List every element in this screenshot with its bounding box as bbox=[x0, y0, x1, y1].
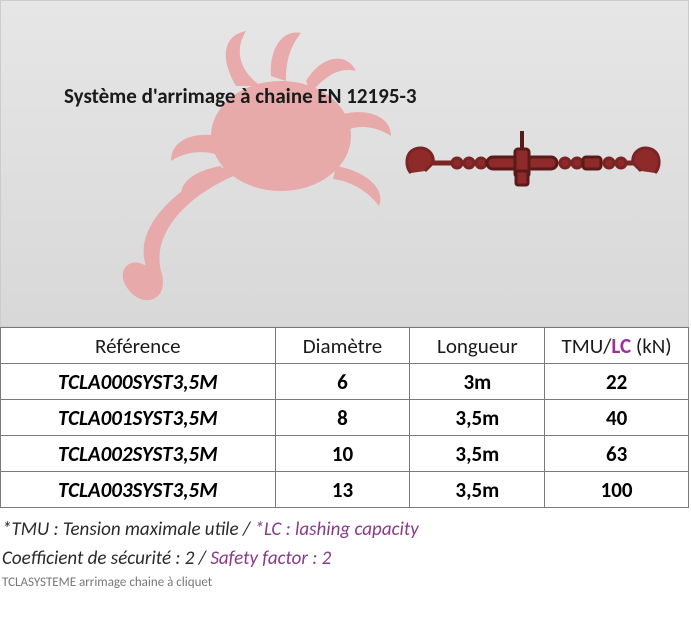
product-title: Système d'arrimage à chaine EN 12195-3 bbox=[64, 83, 417, 109]
cell-tmu: 40 bbox=[545, 400, 689, 436]
tmu-prefix: TMU/ bbox=[562, 333, 612, 359]
tmu-suffix: (kN) bbox=[631, 333, 672, 359]
footnote-tmu-fr: *TMU : Tension maximale utile / bbox=[2, 518, 255, 541]
cell-reference: TCLA000SYST3,5M bbox=[1, 364, 276, 400]
hero-panel: Système d'arrimage à chaine EN 12195-3 bbox=[0, 0, 689, 327]
spec-table: Référence Diamètre Longueur TMU/LC (kN) … bbox=[0, 327, 689, 508]
col-length: Longueur bbox=[410, 328, 545, 364]
image-caption: TCLASYSTEME arrimage chaine à cliquet bbox=[0, 573, 691, 590]
table-header-row: Référence Diamètre Longueur TMU/LC (kN) bbox=[1, 328, 689, 364]
footnote-safety-en: Safety factor : 2 bbox=[210, 547, 331, 570]
gecko-watermark-icon bbox=[71, 21, 431, 321]
cell-length: 3m bbox=[410, 364, 545, 400]
col-reference: Référence bbox=[1, 328, 276, 364]
footnote-tmu-en: *LC : lashing capacity bbox=[255, 518, 419, 541]
footnote-safety-fr: Coefficient de sécurité : 2 / bbox=[2, 547, 210, 570]
cell-diameter: 13 bbox=[275, 472, 410, 508]
cell-diameter: 6 bbox=[275, 364, 410, 400]
cell-length: 3,5m bbox=[410, 472, 545, 508]
table-row: TCLA003SYST3,5M133,5m100 bbox=[1, 472, 689, 508]
cell-reference: TCLA003SYST3,5M bbox=[1, 472, 276, 508]
cell-length: 3,5m bbox=[410, 436, 545, 472]
col-diameter: Diamètre bbox=[275, 328, 410, 364]
cell-tmu: 100 bbox=[545, 472, 689, 508]
cell-reference: TCLA002SYST3,5M bbox=[1, 436, 276, 472]
footnote-safety: Coefficient de sécurité : 2 / Safety fac… bbox=[2, 545, 689, 574]
cell-diameter: 10 bbox=[275, 436, 410, 472]
cell-tmu: 22 bbox=[545, 364, 689, 400]
footnotes: *TMU : Tension maximale utile / *LC : la… bbox=[0, 508, 691, 573]
cell-diameter: 8 bbox=[275, 400, 410, 436]
chain-binder-icon bbox=[403, 131, 663, 201]
table-row: TCLA002SYST3,5M103,5m63 bbox=[1, 436, 689, 472]
footnote-tmu: *TMU : Tension maximale utile / *LC : la… bbox=[2, 516, 689, 545]
col-tmu: TMU/LC (kN) bbox=[545, 328, 689, 364]
cell-length: 3,5m bbox=[410, 400, 545, 436]
cell-reference: TCLA001SYST3,5M bbox=[1, 400, 276, 436]
cell-tmu: 63 bbox=[545, 436, 689, 472]
tmu-lc: LC bbox=[611, 333, 631, 359]
table-row: TCLA001SYST3,5M83,5m40 bbox=[1, 400, 689, 436]
table-row: TCLA000SYST3,5M63m22 bbox=[1, 364, 689, 400]
